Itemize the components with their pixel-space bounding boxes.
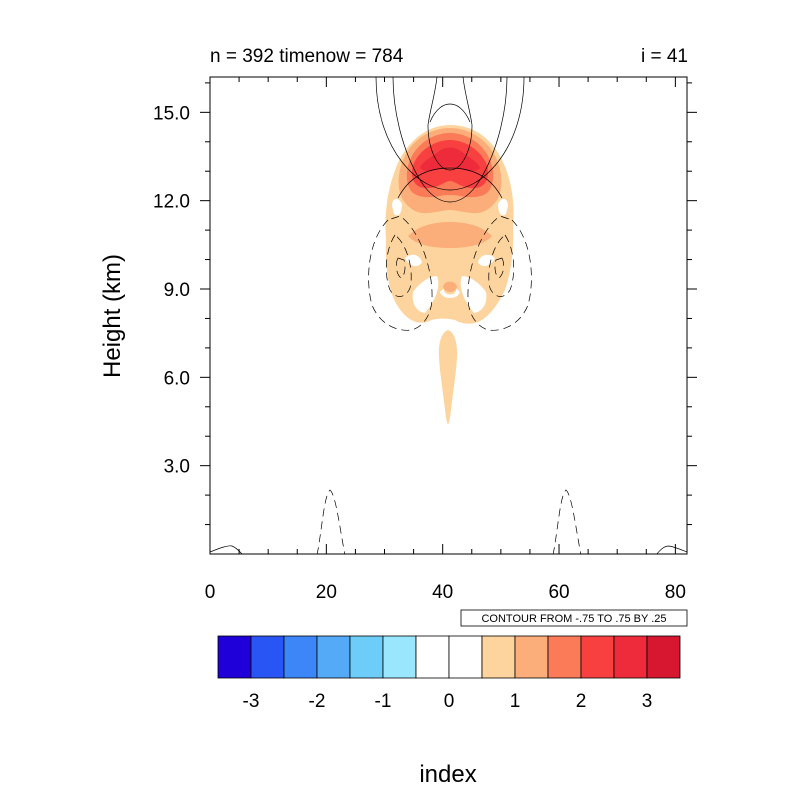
colorbar-swatch [448, 635, 483, 679]
x-tick-label: 40 [432, 582, 453, 603]
filled-contours [385, 125, 514, 424]
colorbar-swatch [613, 635, 648, 679]
y-axis-label: Height (km) [99, 254, 126, 378]
y-tick-label: 9.0 [164, 280, 190, 301]
colorbar-label: 0 [444, 691, 455, 712]
hole-mid-left [405, 254, 422, 267]
y-tick-label: 12.0 [153, 192, 190, 213]
colorbar-label: 2 [576, 691, 587, 712]
x-axis-label: index [419, 761, 476, 788]
colorbar-label: -2 [309, 691, 326, 712]
colorbar-swatch [250, 635, 285, 679]
plot-frame [209, 76, 688, 555]
contour-dashed-bottom-left [316, 489, 346, 554]
y-tick-label: 15.0 [153, 103, 190, 124]
x-tick-label: 80 [665, 582, 686, 603]
colorbar: -3 -2 -1 0 1 2 3 [217, 635, 681, 712]
contour-solid-lower [397, 167, 503, 199]
contour-solid-mid [392, 77, 508, 203]
contour-solid-bottom-left [210, 545, 243, 554]
contour-dashed-left-inner [385, 234, 412, 297]
contour-dashed-bottom-right [552, 489, 582, 554]
contour-info-text: CONTOUR FROM -.75 TO .75 BY .25 [481, 613, 666, 625]
plot-title-right: i = 41 [641, 46, 688, 67]
contour-dashed-right-inner [488, 234, 515, 297]
colorbar-swatch [481, 635, 516, 679]
contour-info-box: CONTOUR FROM -.75 TO .75 BY .25 [460, 609, 688, 627]
hole-ear-left [392, 198, 402, 216]
hole-left [412, 276, 439, 313]
y-tick-label: 6.0 [164, 368, 190, 389]
fill-spike [438, 330, 458, 424]
colorbar-label: -3 [243, 691, 260, 712]
axis-ticks [200, 77, 697, 554]
hole-right [460, 276, 487, 313]
contour-solid-outer [375, 77, 525, 191]
colorbar-swatch [547, 635, 582, 679]
x-tick-label: 60 [548, 582, 569, 603]
colorbar-swatch [349, 635, 384, 679]
contour-dashed-right-core [494, 257, 505, 279]
contour-dashed-left-outer [368, 215, 433, 331]
axis-tick-labels: 0 20 40 60 80 3.0 6.0 9.0 12.0 15.0 [153, 103, 686, 603]
x-tick-label: 20 [316, 582, 337, 603]
hole-mid-right [478, 254, 495, 267]
colorbar-swatch [514, 635, 549, 679]
colorbar-label: 1 [510, 691, 521, 712]
colorbar-swatch [283, 635, 318, 679]
fill-level-2-lower [408, 222, 492, 248]
contour-dashed-left-core [395, 257, 406, 279]
plot-title-left: n = 392 timenow = 784 [210, 46, 404, 67]
colorbar-label: -1 [375, 691, 392, 712]
contour-solid-loop [429, 103, 471, 123]
contour-solid-inner-left [427, 77, 473, 171]
y-tick-label: 3.0 [164, 457, 190, 478]
line-contours [210, 77, 687, 554]
fill-level-5 [420, 147, 480, 172]
colorbar-swatch [382, 635, 417, 679]
contour-solid-bottom-right [656, 545, 687, 554]
colorbar-swatch [646, 635, 681, 679]
x-tick-label: 0 [205, 582, 216, 603]
plot-area: 0 20 40 60 80 3.0 6.0 9.0 12.0 15.0 [153, 76, 697, 603]
fill-level-2-spot [443, 281, 457, 292]
colorbar-swatch [415, 635, 450, 679]
colorbar-swatch [217, 635, 252, 679]
colorbar-label: 3 [642, 691, 653, 712]
contour-dashed-right-outer [467, 215, 532, 331]
colorbar-swatch [316, 635, 351, 679]
hole-ear-right [498, 198, 508, 216]
colorbar-swatch [580, 635, 615, 679]
